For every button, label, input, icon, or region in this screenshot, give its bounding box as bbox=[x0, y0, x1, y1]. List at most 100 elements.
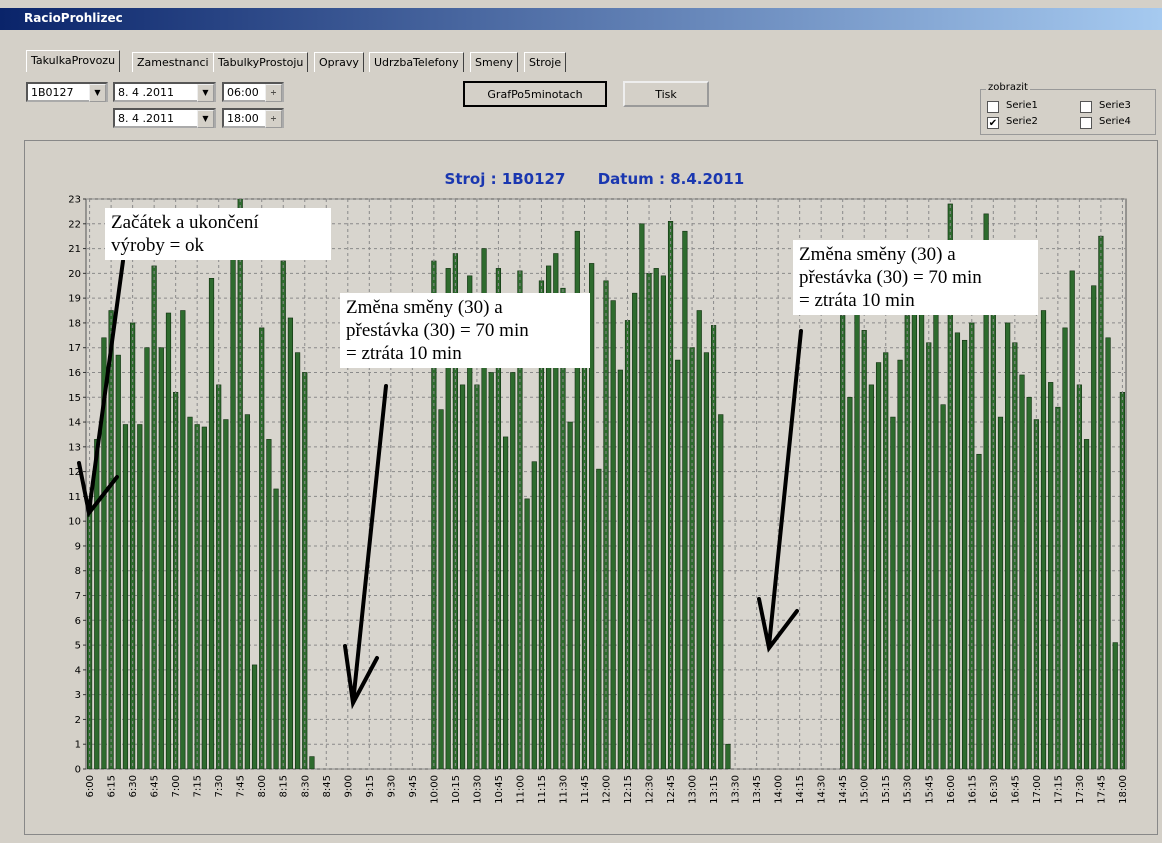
bar bbox=[632, 292, 638, 769]
bar bbox=[875, 362, 882, 769]
bar bbox=[180, 310, 186, 769]
x-tick-label: 17:00 bbox=[1032, 775, 1043, 804]
annotation: Změna směny (30) a přestávka (30) = 70 mi… bbox=[793, 240, 1038, 315]
tab[interactable]: Zamestnanci bbox=[132, 52, 214, 72]
tab[interactable]: TakulkaProvozu bbox=[26, 50, 121, 72]
bar bbox=[997, 416, 1004, 769]
bar bbox=[1033, 419, 1039, 769]
time-from[interactable]: 06:00 ÷ bbox=[222, 82, 284, 102]
date-to[interactable]: 8. 4 .2011 ▼ bbox=[113, 108, 216, 128]
annotation-line: výroby = ok bbox=[111, 235, 205, 256]
x-tick-label: 7:30 bbox=[214, 775, 225, 797]
y-tick-label: 7 bbox=[75, 591, 81, 602]
checkbox[interactable]: ✔ bbox=[987, 117, 999, 129]
bar bbox=[531, 461, 537, 769]
bar bbox=[474, 384, 480, 769]
annotation: Změna směny (30) a přestávka (30) = 70 mi… bbox=[340, 293, 590, 368]
y-tick-label: 23 bbox=[68, 195, 81, 206]
y-tick-label: 21 bbox=[68, 244, 81, 255]
print-button[interactable]: Tisk bbox=[623, 81, 709, 107]
y-tick-label: 0 bbox=[75, 765, 81, 776]
bar bbox=[1112, 642, 1118, 769]
bar bbox=[1119, 392, 1126, 769]
checkbox[interactable] bbox=[987, 101, 999, 113]
y-tick-label: 8 bbox=[75, 566, 81, 577]
checkbox[interactable] bbox=[1080, 101, 1092, 113]
x-tick-label: 12:30 bbox=[645, 775, 656, 804]
bar bbox=[94, 439, 100, 769]
bar bbox=[574, 230, 580, 769]
bar bbox=[438, 409, 444, 769]
tab[interactable]: Opravy bbox=[314, 52, 364, 72]
checkbox[interactable] bbox=[1080, 117, 1092, 129]
x-tick-label: 7:15 bbox=[193, 775, 204, 797]
y-tick-label: 6 bbox=[75, 616, 81, 627]
annotation-line: Změna směny (30) a bbox=[346, 297, 503, 318]
bar bbox=[933, 302, 939, 769]
bar bbox=[890, 416, 896, 769]
bar bbox=[962, 339, 968, 769]
bar bbox=[294, 352, 301, 769]
bar bbox=[918, 307, 925, 769]
bar bbox=[208, 278, 215, 769]
x-tick-label: 7:00 bbox=[171, 775, 182, 797]
bar bbox=[287, 317, 294, 769]
bar bbox=[696, 310, 702, 769]
date-text: 8. 4 .2011 bbox=[118, 112, 174, 125]
machine-combo[interactable]: 1B0127 ▼ bbox=[26, 82, 108, 102]
x-tick-label: 17:45 bbox=[1096, 775, 1107, 804]
checkbox-label: Serie3 bbox=[1099, 100, 1131, 111]
date-from[interactable]: 8. 4 .2011 ▼ bbox=[113, 82, 216, 102]
tab[interactable]: Stroje bbox=[524, 52, 567, 72]
spin: ÷ bbox=[265, 84, 282, 102]
y-tick-label: 11 bbox=[68, 492, 81, 503]
bar bbox=[101, 337, 107, 769]
graph-button[interactable]: GrafPo5minotach bbox=[463, 81, 607, 107]
tab[interactable]: TabulkyProstoju bbox=[213, 52, 309, 72]
bar bbox=[144, 347, 150, 769]
y-tick-label: 5 bbox=[75, 641, 81, 652]
annotation-line: Změna směny (30) a bbox=[799, 244, 956, 265]
bar bbox=[251, 664, 258, 769]
combo-arrow: ▼ bbox=[197, 84, 214, 102]
bar bbox=[560, 287, 566, 769]
bar bbox=[173, 392, 179, 769]
x-tick-label: 16:30 bbox=[989, 775, 1000, 804]
x-tick-label: 12:00 bbox=[602, 775, 613, 804]
bar bbox=[130, 322, 136, 769]
bar bbox=[459, 384, 466, 769]
checkbox-label: Serie1 bbox=[1006, 100, 1038, 111]
annotation-line: = ztráta 10 min bbox=[799, 290, 915, 311]
checkbox-label: Serie2 bbox=[1006, 116, 1038, 127]
x-tick-label: 15:45 bbox=[924, 775, 935, 804]
annotation-line: přestávka (30) = 70 min bbox=[799, 267, 982, 288]
bar bbox=[1091, 285, 1097, 769]
y-tick-label: 9 bbox=[75, 541, 81, 552]
annotation-line: = ztráta 10 min bbox=[346, 343, 462, 364]
bar bbox=[854, 310, 860, 769]
bar bbox=[653, 268, 659, 769]
bar bbox=[165, 312, 172, 769]
bar bbox=[122, 424, 129, 769]
x-tick-label: 10:00 bbox=[429, 775, 440, 804]
bar bbox=[201, 426, 207, 769]
tab[interactable]: Smeny bbox=[470, 52, 518, 72]
x-tick-label: 13:00 bbox=[688, 775, 699, 804]
tab[interactable]: UdrzbaTelefony bbox=[369, 52, 464, 72]
combo-arrow: ▼ bbox=[89, 84, 106, 102]
bar bbox=[481, 248, 487, 769]
y-tick-label: 10 bbox=[68, 517, 81, 528]
bar bbox=[718, 414, 724, 769]
bar bbox=[868, 384, 874, 769]
y-tick-label: 19 bbox=[68, 294, 81, 305]
bar bbox=[983, 213, 989, 769]
bar bbox=[510, 372, 516, 769]
time-to[interactable]: 18:00 ÷ bbox=[222, 108, 284, 128]
bar bbox=[639, 223, 645, 769]
x-tick-label: 17:30 bbox=[1075, 775, 1086, 804]
bar bbox=[467, 275, 473, 769]
bar bbox=[689, 347, 695, 769]
bar bbox=[553, 253, 559, 769]
x-tick-label: 14:15 bbox=[795, 775, 806, 804]
bar bbox=[230, 250, 236, 769]
